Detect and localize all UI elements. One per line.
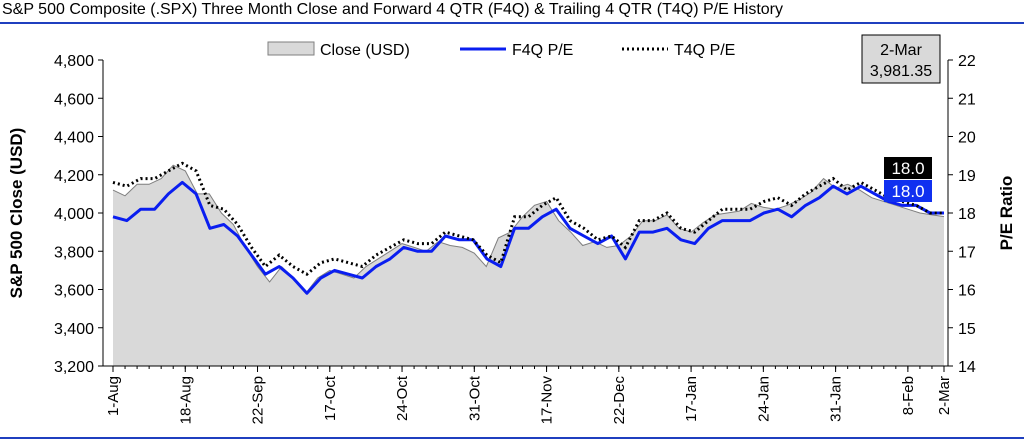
t4q-badge-value: 18.0: [891, 159, 924, 178]
y-tick-label: 3,400: [54, 321, 94, 338]
x-tick-label: 31-Oct: [466, 375, 483, 421]
y-tick-label: 4,000: [54, 206, 94, 223]
t4q-line: [112, 161, 944, 277]
x-tick-label: 24-Jan: [755, 376, 772, 422]
x-tick-label: 17-Nov: [539, 376, 556, 425]
y2-tick-label: 19: [958, 168, 976, 185]
close-area: [113, 165, 944, 366]
plot-area: 3,200 3,400 3,600 3,800 4,000 4,200 4,400 4,600…: [54, 53, 976, 424]
x-tick-label: 17-Oct: [322, 375, 339, 421]
x-tick-label: 8-Feb: [900, 376, 917, 415]
last-close-value: 3,981.35: [870, 63, 932, 80]
y2-tick-label: 14: [958, 359, 976, 376]
y-tick-label: 4,800: [54, 53, 94, 70]
y-tick-label: 4,200: [54, 168, 94, 185]
y2-axis-title: P/E Ratio: [997, 176, 1016, 251]
y2-tick-label: 15: [958, 321, 976, 338]
y2-tick-label: 16: [958, 283, 976, 300]
last-date-label: 2-Mar: [880, 42, 922, 59]
x-tick-label: 24-Oct: [394, 375, 411, 421]
legend-f4q-label: F4Q P/E: [512, 42, 573, 59]
y-axis-title: S&P 500 Close (USD): [7, 128, 26, 299]
bottom-rule: [0, 437, 1024, 439]
last-close-box-bg: [861, 34, 941, 84]
y2-tick-label: 22: [958, 53, 976, 70]
legend: Close (USD) F4Q P/E T4Q P/E: [267, 41, 735, 59]
x-tick-label: 1-Aug: [105, 376, 122, 416]
x-tick-label: 2-Mar: [936, 376, 953, 415]
y-tick-label: 3,200: [54, 359, 94, 376]
y2-tick-label: 18: [958, 206, 976, 223]
t4q-badge: [884, 157, 932, 179]
x-tick-label: 17-Jan: [683, 376, 700, 422]
x-tick-label: 31-Jan: [828, 376, 845, 422]
legend-close-label: Close (USD): [320, 42, 410, 59]
x-tick-label: 22-Sep: [250, 376, 267, 424]
f4q-badge: [884, 180, 932, 202]
page-title: S&P 500 Composite (.SPX) Three Month Clo…: [2, 1, 783, 18]
pe-badges: 18.0 18.0: [884, 157, 932, 202]
y2-tick-label: 20: [958, 130, 976, 147]
legend-close-swatch: [267, 41, 315, 56]
y2-tick-label: 17: [958, 244, 976, 261]
title-rule: [0, 22, 1024, 24]
legend-t4q-label: T4Q P/E: [674, 42, 735, 59]
last-close-box: 2-Mar 3,981.35: [861, 34, 941, 84]
x-tick-label: 18-Aug: [177, 376, 194, 424]
y-tick-label: 4,400: [54, 130, 94, 147]
y-tick-label: 3,800: [54, 244, 94, 261]
y-tick-label: 3,600: [54, 283, 94, 300]
y-tick-label: 4,600: [54, 91, 94, 108]
f4q-badge-value: 18.0: [891, 182, 924, 201]
y2-tick-label: 21: [958, 91, 976, 108]
x-tick-label: 22-Dec: [611, 376, 628, 425]
f4q-line: [112, 180, 944, 295]
